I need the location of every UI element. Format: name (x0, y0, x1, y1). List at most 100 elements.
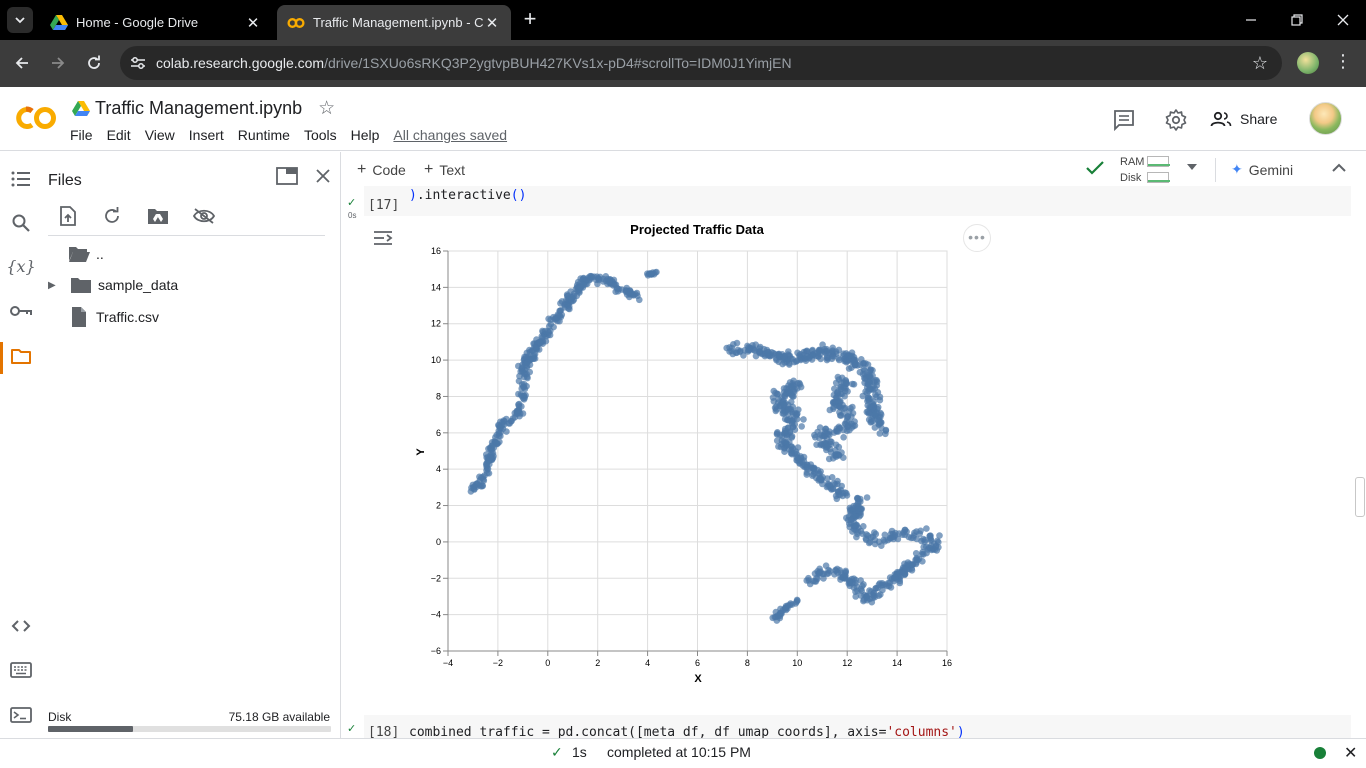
variables-icon[interactable]: {x} (6, 256, 36, 276)
scatter-point (536, 339, 544, 346)
table-of-contents-icon[interactable] (8, 166, 34, 192)
scatter-point (774, 612, 781, 619)
status-check-icon: ✓ (551, 744, 563, 760)
add-text-button[interactable]: + Text (424, 161, 466, 178)
minimize-button[interactable] (1228, 0, 1274, 40)
menu-tools[interactable]: Tools (303, 127, 337, 143)
save-status[interactable]: All changes saved (393, 127, 508, 143)
code-cell-18[interactable] (364, 715, 1351, 738)
upload-file-icon[interactable] (56, 204, 80, 228)
close-tab-icon[interactable]: ✕ (485, 14, 499, 32)
disk-usage-bar (48, 726, 331, 732)
site-info-icon[interactable] (120, 56, 156, 70)
caret-right-icon[interactable]: ▶ (48, 279, 56, 291)
code-line[interactable]: combined_traffic = pd.concat([meta_df, d… (409, 725, 965, 738)
scrollbar-thumb[interactable] (1355, 477, 1365, 517)
tab-google-drive[interactable]: Home - Google Drive ✕ (40, 5, 272, 40)
arrow-left-icon (15, 57, 28, 69)
folder-icon[interactable] (8, 343, 34, 369)
open-in-tab-icon[interactable] (275, 164, 299, 188)
scatter-point (773, 437, 781, 444)
gear-icon[interactable] (1164, 108, 1188, 132)
scatter-point (557, 307, 565, 314)
address-bar[interactable]: colab.research.google.com/drive/1SXUo6sR… (120, 46, 1282, 80)
forward-button[interactable] (46, 51, 70, 75)
close-panel-icon[interactable] (311, 164, 335, 188)
tree-item-sample-data[interactable]: ▶ sample_data (41, 273, 178, 297)
scatter-point (832, 441, 840, 449)
chevron-down-icon[interactable] (1187, 164, 1197, 170)
terminal-icon[interactable] (8, 702, 34, 728)
star-icon[interactable]: ☆ (318, 98, 336, 119)
chevron-up-icon[interactable] (1332, 160, 1346, 176)
tab-search-button[interactable] (7, 7, 33, 33)
scatter-point (565, 303, 573, 310)
scatter-point (812, 352, 820, 360)
hide-files-icon[interactable] (192, 204, 216, 228)
scatter-point (863, 389, 871, 397)
browser-menu-icon[interactable]: ⋮ (1334, 51, 1352, 71)
gemini-button[interactable]: ✦ Gemini (1231, 161, 1293, 178)
scatter-point (764, 349, 772, 356)
url-host: colab.research.google.com (156, 55, 325, 71)
divider (1215, 158, 1216, 182)
mount-drive-icon[interactable] (146, 204, 170, 228)
scatter-point (862, 360, 869, 367)
code-cell-17[interactable] (364, 186, 1351, 216)
x-tick-label: −4 (443, 658, 453, 668)
scatter-point (840, 434, 847, 441)
add-code-button[interactable]: + Code (357, 161, 406, 178)
tree-item-parent[interactable]: .. (68, 242, 104, 266)
menu-file[interactable]: File (70, 127, 93, 143)
output-actions-icon[interactable] (371, 226, 395, 250)
code-snippets-icon[interactable] (8, 613, 34, 639)
browser-profile-avatar[interactable] (1297, 52, 1319, 74)
menu-insert[interactable]: Insert (188, 127, 224, 143)
scatter-point (780, 352, 788, 360)
scatter-point (756, 345, 763, 352)
scatter-point (511, 413, 519, 421)
scatter-point (775, 351, 783, 358)
command-palette-icon[interactable] (8, 657, 34, 683)
y-tick-label: 8 (436, 391, 441, 401)
scatter-point (892, 529, 899, 537)
menu-view[interactable]: View (144, 127, 175, 143)
close-window-button[interactable] (1320, 0, 1366, 40)
restore-button[interactable] (1274, 0, 1320, 40)
reload-button[interactable] (82, 51, 106, 75)
notebook-title[interactable]: Traffic Management.ipynb (95, 98, 303, 118)
y-tick-label: −2 (431, 573, 441, 583)
tab-colab-notebook[interactable]: Traffic Management.ipynb - Colab ✕ (277, 5, 511, 40)
share-button[interactable]: Share (1210, 105, 1277, 133)
tab-title: Home - Google Drive (76, 15, 199, 30)
scatter-point (590, 273, 598, 280)
gemini-sparkle-icon: ✦ (1231, 161, 1243, 177)
tree-item-traffic-csv[interactable]: Traffic.csv (68, 305, 159, 329)
scatter-point (901, 526, 909, 534)
close-tab-icon[interactable]: ✕ (246, 14, 260, 32)
user-avatar[interactable] (1309, 102, 1342, 135)
close-status-icon[interactable]: ✕ (1344, 745, 1358, 762)
menu-edit[interactable]: Edit (106, 127, 131, 143)
files-panel: Files .. ▶ sample_data Traffic.csv Disk … (41, 152, 341, 738)
divider (48, 235, 325, 236)
more-options-icon[interactable]: ••• (963, 224, 991, 252)
google-drive-icon (50, 14, 68, 30)
scatter-point (806, 354, 813, 362)
search-icon[interactable] (8, 210, 34, 236)
comment-icon[interactable] (1112, 108, 1136, 132)
scatter-point (912, 550, 920, 557)
refresh-icon[interactable] (100, 204, 124, 228)
back-button[interactable] (10, 51, 34, 75)
bookmark-star-icon[interactable]: ☆ (1251, 53, 1268, 73)
key-icon[interactable] (8, 298, 34, 324)
scatter-point (891, 574, 899, 581)
scatter-point (782, 604, 790, 611)
new-tab-button[interactable]: + (523, 6, 537, 31)
scatter-point (863, 494, 871, 501)
code-line[interactable]: ).interactive() (409, 188, 527, 203)
menu-help[interactable]: Help (350, 127, 380, 143)
resource-monitor[interactable]: RAM Disk (1120, 154, 1144, 186)
menu-runtime[interactable]: Runtime (237, 127, 290, 143)
colab-logo[interactable] (14, 103, 58, 133)
